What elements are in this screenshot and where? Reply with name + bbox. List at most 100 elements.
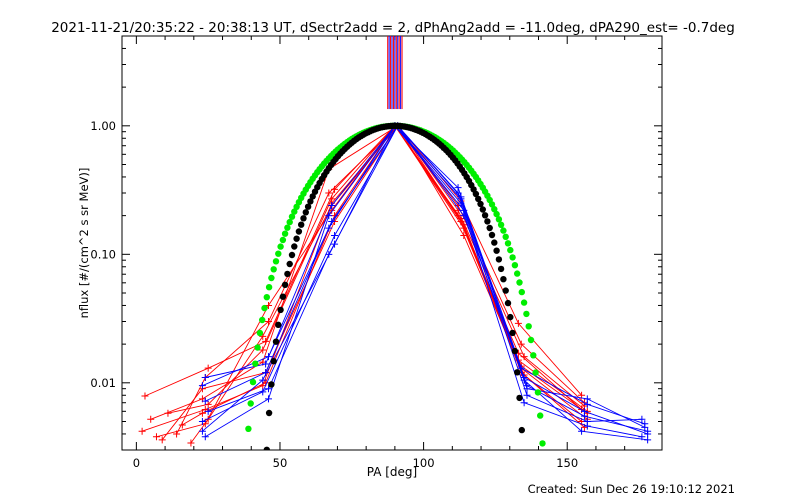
data-point xyxy=(187,439,195,447)
data-point xyxy=(198,409,206,417)
fit-point xyxy=(497,265,505,273)
data-point xyxy=(520,353,528,361)
data-point xyxy=(158,436,166,444)
data-point xyxy=(460,221,468,229)
fit-point xyxy=(261,304,268,312)
data-point xyxy=(331,232,339,240)
fit-point xyxy=(302,209,309,216)
fit-point xyxy=(539,440,546,447)
data-point xyxy=(325,189,333,197)
fit-point xyxy=(284,224,291,231)
fit-point xyxy=(291,243,298,250)
fit-point xyxy=(488,231,496,239)
fit-point xyxy=(270,358,277,365)
y-axis-label: nflux [#/(cm^2 s sr MeV)] xyxy=(77,168,91,319)
fit-point xyxy=(279,236,287,244)
data-point xyxy=(259,376,267,384)
fit-point xyxy=(295,228,303,235)
fit-point xyxy=(275,321,282,328)
series-line xyxy=(205,125,642,438)
fit-point xyxy=(256,329,264,337)
data-point xyxy=(325,250,333,258)
fit-point xyxy=(272,338,280,345)
series-line xyxy=(141,125,585,432)
data-point xyxy=(204,364,212,372)
fit-point xyxy=(502,233,509,240)
fit-point xyxy=(479,206,486,213)
series xyxy=(198,122,652,435)
fit-point xyxy=(263,294,270,301)
fit-point xyxy=(518,426,525,434)
data-point xyxy=(138,427,146,435)
series-layer xyxy=(138,122,652,447)
fit-point xyxy=(298,221,305,228)
data-point xyxy=(201,373,209,381)
data-point xyxy=(147,415,155,423)
series xyxy=(152,122,588,441)
data-point xyxy=(259,346,267,354)
fit-point xyxy=(252,360,259,367)
fit-point xyxy=(511,347,519,355)
fit-point xyxy=(286,218,293,226)
fit-point xyxy=(304,203,312,210)
series xyxy=(198,122,646,435)
fit-point xyxy=(272,258,280,265)
fit-point xyxy=(493,210,500,218)
fit-point xyxy=(300,215,307,222)
fit-point xyxy=(275,250,282,257)
data-point xyxy=(204,400,212,408)
fit-point xyxy=(500,276,507,283)
data-point xyxy=(264,395,272,403)
data-point xyxy=(173,430,181,438)
series-line xyxy=(202,124,648,432)
data-point xyxy=(638,415,646,423)
fit-point xyxy=(288,251,296,259)
fit-point xyxy=(277,306,284,314)
data-point xyxy=(328,195,336,203)
fit-point xyxy=(532,369,539,376)
series xyxy=(201,122,649,428)
y-tick-label: 0.01 xyxy=(90,376,116,390)
fit-point xyxy=(245,425,252,432)
data-point xyxy=(638,433,646,441)
data-point xyxy=(457,199,465,207)
series xyxy=(187,122,591,447)
data-point xyxy=(198,417,206,425)
fit-point xyxy=(534,389,542,396)
fit-point xyxy=(500,227,507,234)
fit-point xyxy=(484,218,491,225)
data-point xyxy=(198,427,206,435)
fit-point xyxy=(293,235,300,242)
fit-point xyxy=(511,262,519,269)
data-point xyxy=(520,399,528,407)
data-point xyxy=(644,427,652,435)
fit-point xyxy=(502,287,509,294)
data-point xyxy=(204,415,212,423)
fit-point xyxy=(263,446,270,450)
fit-point xyxy=(514,369,521,376)
data-point xyxy=(152,433,160,441)
fit-point xyxy=(268,381,275,388)
fit-point xyxy=(488,201,496,208)
vertical-line-bundle xyxy=(387,36,403,110)
fit-point xyxy=(507,246,514,254)
fit-point xyxy=(270,266,277,273)
fit-point xyxy=(523,310,530,318)
data-point xyxy=(204,407,212,415)
data-point xyxy=(198,382,206,390)
fit-point xyxy=(509,329,516,337)
fit-point xyxy=(495,216,503,223)
fit-point xyxy=(249,378,257,386)
data-point xyxy=(201,433,209,441)
data-point xyxy=(325,212,333,220)
fit-point xyxy=(491,206,498,213)
fit-point xyxy=(518,288,525,296)
data-point xyxy=(580,412,588,420)
series xyxy=(201,122,646,441)
y-tick-label: 1.00 xyxy=(90,119,116,133)
fit-point xyxy=(265,409,273,417)
fit-point xyxy=(516,279,523,286)
series-line xyxy=(208,125,648,441)
fit-point xyxy=(504,240,512,247)
